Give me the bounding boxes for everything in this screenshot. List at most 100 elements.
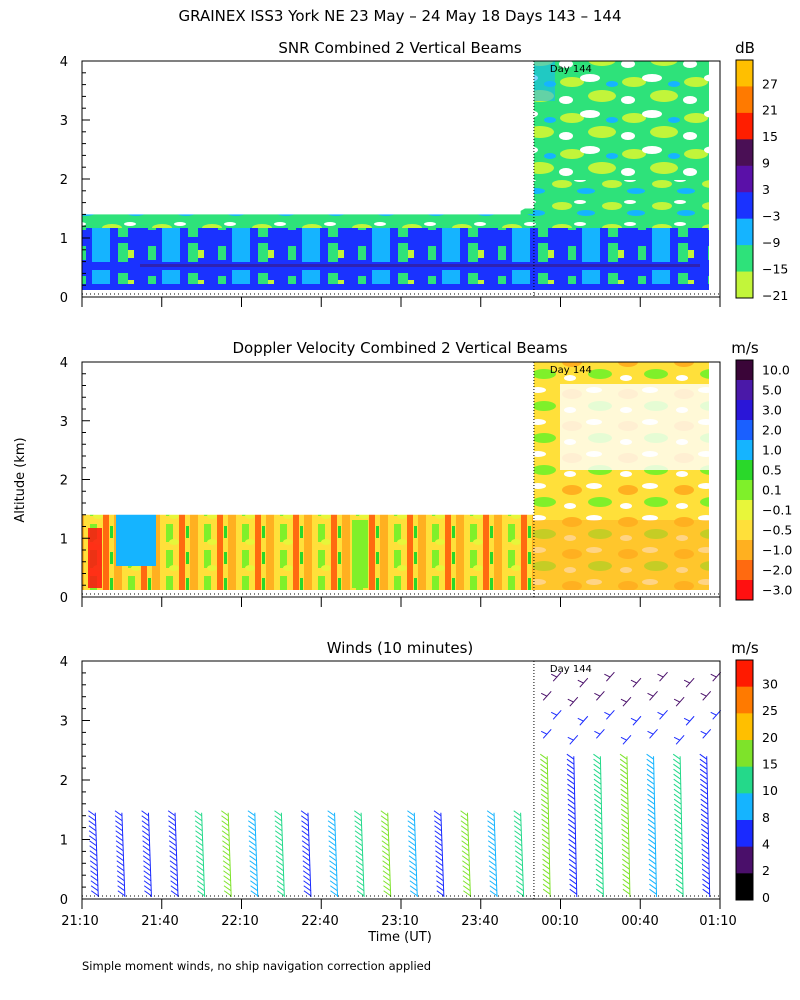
wind-shaft xyxy=(440,812,445,898)
wind-barb-upper xyxy=(673,736,681,741)
wind-barb-upper xyxy=(577,717,585,722)
wind-barb-upper xyxy=(540,692,548,697)
wind-barb xyxy=(648,848,656,855)
wind-barb xyxy=(380,815,389,822)
wind-barb xyxy=(222,865,231,872)
wind-barb xyxy=(568,858,577,865)
colorbar-swatch xyxy=(736,480,753,501)
wind-barb-upper xyxy=(700,692,707,697)
wind-barb xyxy=(116,850,124,857)
wind-barb xyxy=(675,868,683,875)
colorbar-swatch xyxy=(736,380,753,401)
colorbar-swatch xyxy=(736,740,753,768)
wind-barb xyxy=(675,888,684,895)
wind-barb xyxy=(621,838,630,845)
wind-barb xyxy=(222,845,230,852)
wind-barb xyxy=(221,820,229,827)
x-tick-label: 23:40 xyxy=(461,914,498,929)
wind-barb xyxy=(513,815,522,822)
snr-unit-label: dB xyxy=(735,39,755,57)
y-tick-label: 3 xyxy=(60,114,68,129)
wind-barb xyxy=(648,858,657,865)
wind-barb xyxy=(380,820,389,827)
wind-barb xyxy=(223,885,232,892)
wind-barb xyxy=(356,875,364,882)
wind-barb xyxy=(487,825,495,832)
colorbar-swatch xyxy=(736,660,753,688)
wind-barb xyxy=(622,873,630,880)
wind-barb xyxy=(620,773,628,780)
wind-barb xyxy=(221,835,230,842)
wind-barb xyxy=(541,803,549,810)
wind-barb xyxy=(701,858,710,865)
wind-barb xyxy=(566,753,575,760)
wind-barb xyxy=(621,813,629,820)
wind-barb xyxy=(461,850,470,857)
axes-frame xyxy=(81,660,721,900)
wind-barb xyxy=(115,840,124,847)
wind-barb xyxy=(620,768,628,775)
wind-barb xyxy=(486,810,495,817)
wind-barb xyxy=(622,883,631,890)
colorbar-swatch xyxy=(736,713,753,741)
x-tick-label: 23:10 xyxy=(381,914,418,929)
wind-barb xyxy=(301,830,310,837)
wind-barb xyxy=(196,870,205,877)
wind-barb xyxy=(143,880,152,887)
colorbar-swatch xyxy=(736,165,753,193)
wind-barb xyxy=(249,855,257,862)
colorbar-swatch xyxy=(736,520,753,541)
wind-profile xyxy=(194,810,206,898)
wind-profile xyxy=(699,671,722,898)
wind-barb xyxy=(700,783,708,790)
wind-barb xyxy=(699,773,708,780)
wind-barb-upper xyxy=(604,711,611,716)
wind-barb xyxy=(541,813,549,820)
wind-barb xyxy=(568,833,576,840)
wind-barb xyxy=(143,885,152,892)
wind-barb xyxy=(595,863,604,870)
wind-barb xyxy=(383,885,391,892)
colorbar-swatch xyxy=(736,560,753,581)
wind-barb xyxy=(488,860,497,867)
wind-barb xyxy=(462,875,471,882)
wind-barb xyxy=(594,813,603,820)
wind-barb xyxy=(514,835,522,842)
wind-barb xyxy=(673,778,682,785)
wind-barb xyxy=(566,773,575,780)
wind-barb xyxy=(223,870,231,877)
wind-barb xyxy=(701,868,710,875)
wind-barb xyxy=(647,788,655,795)
wind-barb xyxy=(356,890,365,897)
colorbar-swatch xyxy=(736,793,753,821)
wind-barb xyxy=(356,885,365,892)
wind-barb xyxy=(221,830,230,837)
colorbar-label: 0.5 xyxy=(762,463,782,478)
wind-barb xyxy=(303,880,311,887)
wind-barb xyxy=(594,833,603,840)
wind-barb xyxy=(568,848,577,855)
wind-barb xyxy=(116,860,125,867)
wind-barb xyxy=(701,828,709,835)
wind-barb xyxy=(327,820,336,827)
wind-barb xyxy=(356,870,364,877)
wind-barb xyxy=(542,868,551,875)
colorbar-swatch xyxy=(736,420,753,441)
wind-barb xyxy=(702,883,710,890)
wind-barb xyxy=(541,808,549,815)
wind-barb xyxy=(301,840,310,847)
wind-barb xyxy=(540,793,549,800)
wind-barb xyxy=(567,813,576,820)
wind-barb xyxy=(568,828,576,835)
x-tick-label: 00:10 xyxy=(541,914,578,929)
wind-barb xyxy=(222,850,231,857)
colorbar-swatch xyxy=(736,86,753,114)
wind-barb-upper xyxy=(550,711,558,716)
wind-barb xyxy=(647,828,656,835)
wind-barb xyxy=(222,855,231,862)
wind-barb xyxy=(195,850,204,857)
wind-barb xyxy=(303,890,312,897)
wind-barb xyxy=(675,863,683,870)
y-tick-label: 1 xyxy=(60,232,68,247)
wind-barb xyxy=(197,885,205,892)
